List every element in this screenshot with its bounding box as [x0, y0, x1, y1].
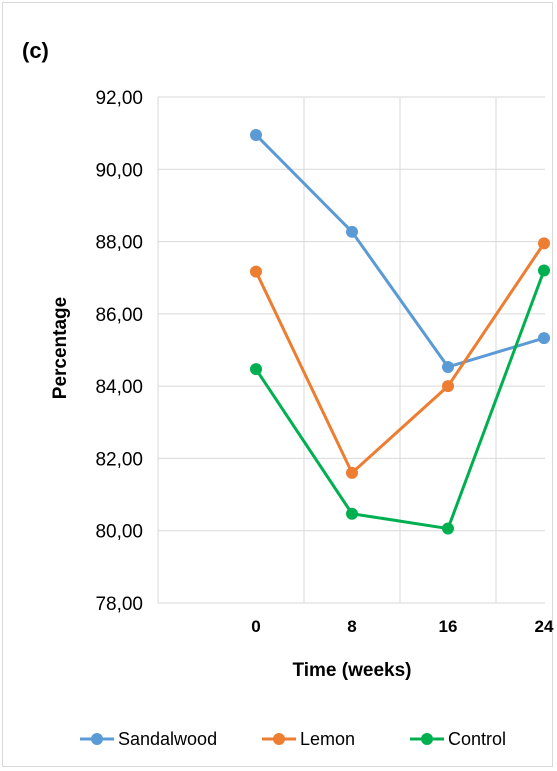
data-point-control: [250, 363, 262, 376]
data-point-lemon: [250, 265, 262, 278]
series-line-sandalwood: [254, 133, 545, 369]
legend: Sandalwood Lemon Control: [80, 729, 506, 749]
y-tick-label: 80,00: [95, 522, 143, 543]
y-tick-label: 78,00: [95, 594, 143, 615]
data-point-sandalwood: [346, 225, 358, 238]
legend-label-sandalwood: Sandalwood: [118, 729, 217, 749]
legend-marker-lemon: [273, 733, 285, 745]
y-tick-label: 86,00: [95, 305, 143, 326]
gridlines: [157, 96, 545, 603]
y-tick-label: 84,00: [95, 377, 143, 398]
legend-label-control: Control: [448, 729, 506, 749]
x-tick-label: 16: [439, 617, 458, 636]
x-tick-label: 8: [347, 617, 356, 636]
data-point-sandalwood: [250, 128, 262, 141]
x-tick-label: 0: [251, 617, 260, 636]
data-point-lemon: [538, 237, 550, 250]
panel-label: (c): [22, 38, 49, 63]
series-line-lemon: [254, 242, 546, 475]
data-point-lemon: [346, 466, 358, 479]
series-group: [250, 128, 550, 535]
series-line-control: [254, 269, 546, 531]
x-tick-label: 24: [535, 617, 554, 636]
x-axis-title: Time (weeks): [293, 660, 412, 681]
data-point-control: [442, 522, 454, 535]
data-point-sandalwood: [538, 332, 550, 345]
y-tick-label: 82,00: [95, 449, 143, 470]
x-axis-ticks: 0 8 16 24: [251, 617, 554, 636]
legend-marker-control: [421, 733, 433, 745]
y-axis-title: Percentage: [50, 297, 71, 399]
legend-label-lemon: Lemon: [300, 729, 355, 749]
data-point-control: [346, 507, 358, 520]
data-point-lemon: [442, 380, 454, 393]
y-axis-ticks: 78,00 80,00 82,00 84,00 86,00 88,00 90,00 92,00: [95, 88, 143, 615]
y-tick-label: 88,00: [95, 233, 143, 254]
data-point-sandalwood: [442, 360, 454, 373]
y-tick-label: 90,00: [95, 160, 143, 181]
legend-marker-sandalwood: [91, 733, 103, 745]
data-point-control: [538, 264, 550, 277]
y-tick-label: 92,00: [95, 88, 143, 109]
